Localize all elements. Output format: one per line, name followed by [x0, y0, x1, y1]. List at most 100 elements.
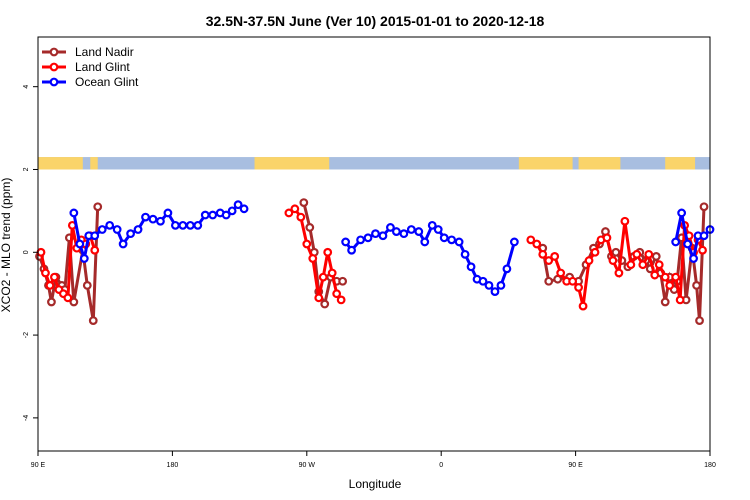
ocean-glint-point — [427, 220, 437, 230]
ocean-glint-point — [478, 276, 488, 286]
ocean-glint-point — [439, 233, 449, 243]
land-nadir-point — [69, 297, 79, 307]
legend-label: Land Nadir — [75, 45, 134, 59]
land-glint-point — [36, 247, 46, 257]
ocean-glint-point — [392, 227, 401, 236]
ocean-glint-point — [90, 231, 100, 241]
ocean-glint-point — [105, 220, 115, 230]
ocean-glint-point — [363, 233, 373, 243]
legend-marker — [49, 77, 59, 87]
land-glint-point — [332, 289, 342, 299]
ocean-glint-point — [386, 223, 395, 232]
ocean-glint-point — [126, 229, 135, 239]
land-glint-point — [302, 239, 312, 249]
ocean-glint-point — [378, 231, 388, 241]
ocean-glint-point — [227, 206, 237, 216]
x-tick-label: 90 W — [299, 462, 316, 469]
series-land-glint — [36, 204, 707, 311]
x-tick-label: 0 — [439, 462, 443, 469]
land-glint-point — [532, 239, 542, 249]
ocean-glint-point — [233, 200, 243, 210]
x-tick-label: 180 — [704, 462, 716, 469]
land-glint-point — [644, 249, 654, 259]
land-nadir-point — [544, 276, 554, 286]
land-glint-point — [671, 272, 681, 282]
ocean-glint-point — [490, 287, 500, 297]
ocean-glint-point — [163, 208, 173, 218]
land-glint-point — [327, 268, 337, 278]
land-glint-point — [45, 281, 55, 290]
land-band-segment — [665, 157, 696, 170]
ocean-glint-point — [79, 254, 89, 263]
ocean-glint-point — [221, 210, 231, 220]
ocean-glint-point — [399, 229, 409, 239]
land-glint-point — [626, 260, 636, 270]
legend-item-land-glint: Land Glint — [42, 60, 130, 74]
ocean-glint-point — [341, 237, 351, 247]
legend-label: Ocean Glint — [75, 75, 139, 89]
land-glint-point — [665, 281, 675, 290]
ocean-glint-point — [356, 235, 365, 245]
y-axis-label: XCO2 - MLO trend (ppm) — [0, 178, 13, 313]
ocean-glint-point — [208, 210, 218, 220]
land-glint-point — [660, 272, 670, 282]
land-glint-point — [578, 301, 588, 311]
legend-marker — [49, 62, 59, 72]
land-glint-point — [620, 216, 630, 226]
legend-item-ocean-glint: Ocean Glint — [42, 75, 139, 89]
land-band-segment — [578, 157, 621, 170]
ocean-glint-point — [414, 227, 424, 236]
land-glint-point — [650, 270, 660, 280]
land-glint-point — [308, 254, 318, 263]
land-glint-point — [90, 245, 100, 255]
ocean-glint-point — [193, 220, 203, 230]
land-glint-point — [41, 268, 50, 278]
ocean-glint-point — [200, 210, 210, 220]
series-layer — [35, 198, 715, 325]
land-nadir-point — [338, 276, 348, 286]
x-tick-label: 180 — [167, 462, 179, 469]
ocean-glint-point — [133, 225, 143, 234]
ocean-glint-point — [460, 249, 470, 259]
ocean-glint-point — [112, 225, 122, 234]
land-nadir-point — [660, 297, 670, 307]
land-glint-point — [638, 260, 648, 270]
land-nadir-point — [695, 316, 704, 325]
land-glint-point — [336, 295, 346, 305]
land-glint-point — [602, 233, 612, 243]
ocean-glint-point — [683, 239, 692, 249]
ocean-glint-point — [699, 231, 709, 241]
x-axis: 90 E 180 90 W 0 90 E 180 — [31, 451, 716, 469]
land-nadir-point — [611, 247, 621, 257]
ocean-glint-point — [148, 214, 158, 224]
ocean-glint-point — [239, 204, 249, 214]
ocean-glint-point — [97, 225, 107, 234]
y-tick-label: -2 — [23, 332, 30, 338]
land-nadir-point — [299, 198, 309, 208]
land-glint-point — [544, 256, 554, 265]
ocean-glint-point — [509, 237, 519, 247]
legend-label: Land Glint — [75, 60, 130, 74]
ocean-glint-point — [75, 239, 85, 249]
ocean-glint-point — [347, 245, 357, 255]
ocean-glint-point — [69, 208, 79, 218]
y-axis: -4 -2 0 2 4 — [23, 85, 38, 421]
land-glint-point — [538, 249, 548, 259]
ocean-glint-point — [466, 262, 476, 272]
land-glint-point — [608, 256, 618, 265]
ocean-glint-point — [496, 281, 506, 290]
legend-item-land-nadir: Land Nadir — [42, 45, 134, 59]
land-glint-point — [654, 260, 664, 270]
land-nadir-point — [88, 316, 98, 325]
land-nadir-point — [305, 223, 315, 232]
land-glint-point — [314, 293, 324, 303]
ocean-glint-point — [671, 237, 681, 247]
ocean-glint-point — [420, 237, 430, 247]
y-tick-label: 4 — [23, 85, 30, 89]
x-tick-label: 90 E — [31, 462, 46, 469]
land-band-segment — [518, 157, 573, 170]
ocean-glint-point — [433, 225, 443, 234]
land-glint-point — [584, 256, 594, 265]
